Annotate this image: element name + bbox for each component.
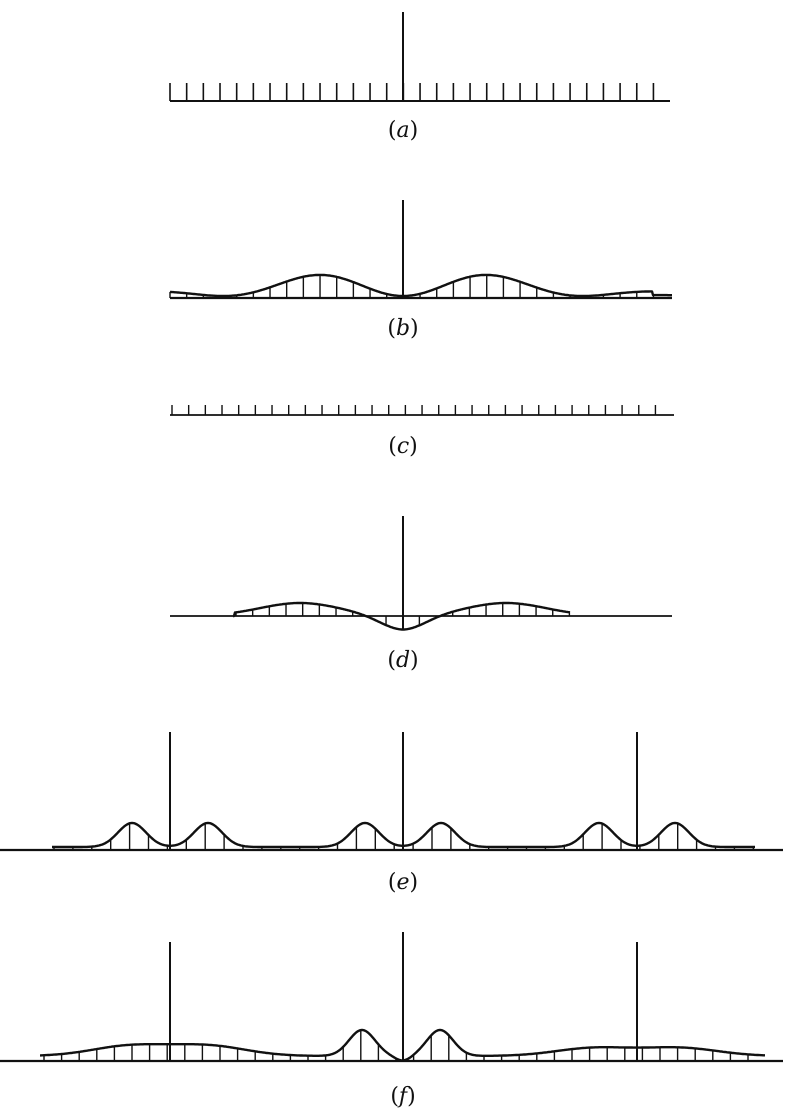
panel-a-label: (a): [388, 118, 418, 143]
panel-e-graph: [0, 732, 783, 850]
panel-b-envelope-curve: [170, 275, 672, 296]
panel-c: (c): [170, 405, 674, 459]
panel-a-graph: [170, 12, 670, 101]
panel-b: (b): [170, 200, 672, 341]
panel-f-graph: [0, 932, 783, 1061]
panel-b-graph: [170, 200, 672, 298]
panel-e-label: (e): [388, 870, 418, 895]
panel-d: (d): [170, 516, 672, 673]
panel-d-label: (d): [387, 648, 418, 673]
panel-f-label: (f): [390, 1084, 415, 1109]
panel-d-graph: [170, 516, 672, 630]
panel-a: (a): [170, 12, 670, 143]
panel-f: (f): [0, 932, 783, 1109]
panel-b-label: (b): [387, 316, 418, 341]
panel-e: (e): [0, 732, 783, 895]
panel-c-label: (c): [388, 434, 418, 459]
panel-c-graph: [170, 405, 674, 415]
